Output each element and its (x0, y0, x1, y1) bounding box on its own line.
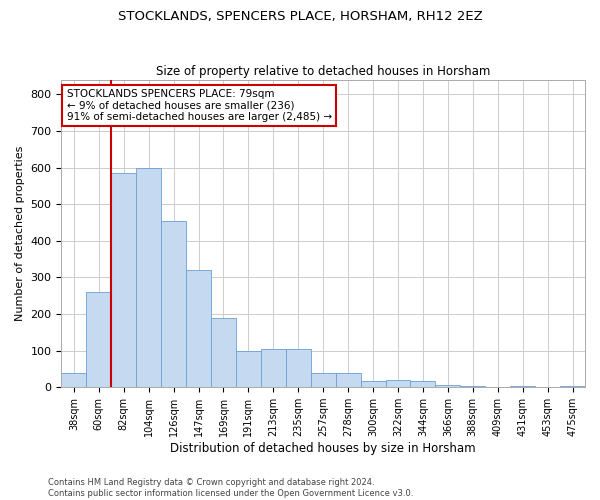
Bar (386, 380, 410, 387)
Bar (510, 386, 535, 387)
Bar (311, 374, 335, 387)
Bar (211, 318, 236, 387)
Bar (261, 349, 286, 387)
Text: STOCKLANDS SPENCERS PLACE: 79sqm
← 9% of detached houses are smaller (236)
91% o: STOCKLANDS SPENCERS PLACE: 79sqm ← 9% of… (67, 89, 332, 122)
Bar (286, 349, 311, 387)
Bar (361, 380, 386, 387)
Bar (61, 374, 86, 387)
X-axis label: Distribution of detached houses by size in Horsham: Distribution of detached houses by size … (170, 442, 476, 455)
Bar (335, 372, 361, 387)
Bar (86, 292, 111, 387)
Bar (186, 270, 211, 387)
Bar (161, 220, 186, 387)
Bar (111, 173, 136, 387)
Y-axis label: Number of detached properties: Number of detached properties (15, 146, 25, 321)
Text: STOCKLANDS, SPENCERS PLACE, HORSHAM, RH12 2EZ: STOCKLANDS, SPENCERS PLACE, HORSHAM, RH1… (118, 10, 482, 23)
Title: Size of property relative to detached houses in Horsham: Size of property relative to detached ho… (156, 66, 490, 78)
Bar (236, 350, 261, 387)
Bar (460, 386, 485, 387)
Bar (410, 380, 436, 387)
Text: Contains HM Land Registry data © Crown copyright and database right 2024.
Contai: Contains HM Land Registry data © Crown c… (48, 478, 413, 498)
Bar (136, 168, 161, 387)
Bar (436, 386, 460, 387)
Bar (560, 386, 585, 387)
